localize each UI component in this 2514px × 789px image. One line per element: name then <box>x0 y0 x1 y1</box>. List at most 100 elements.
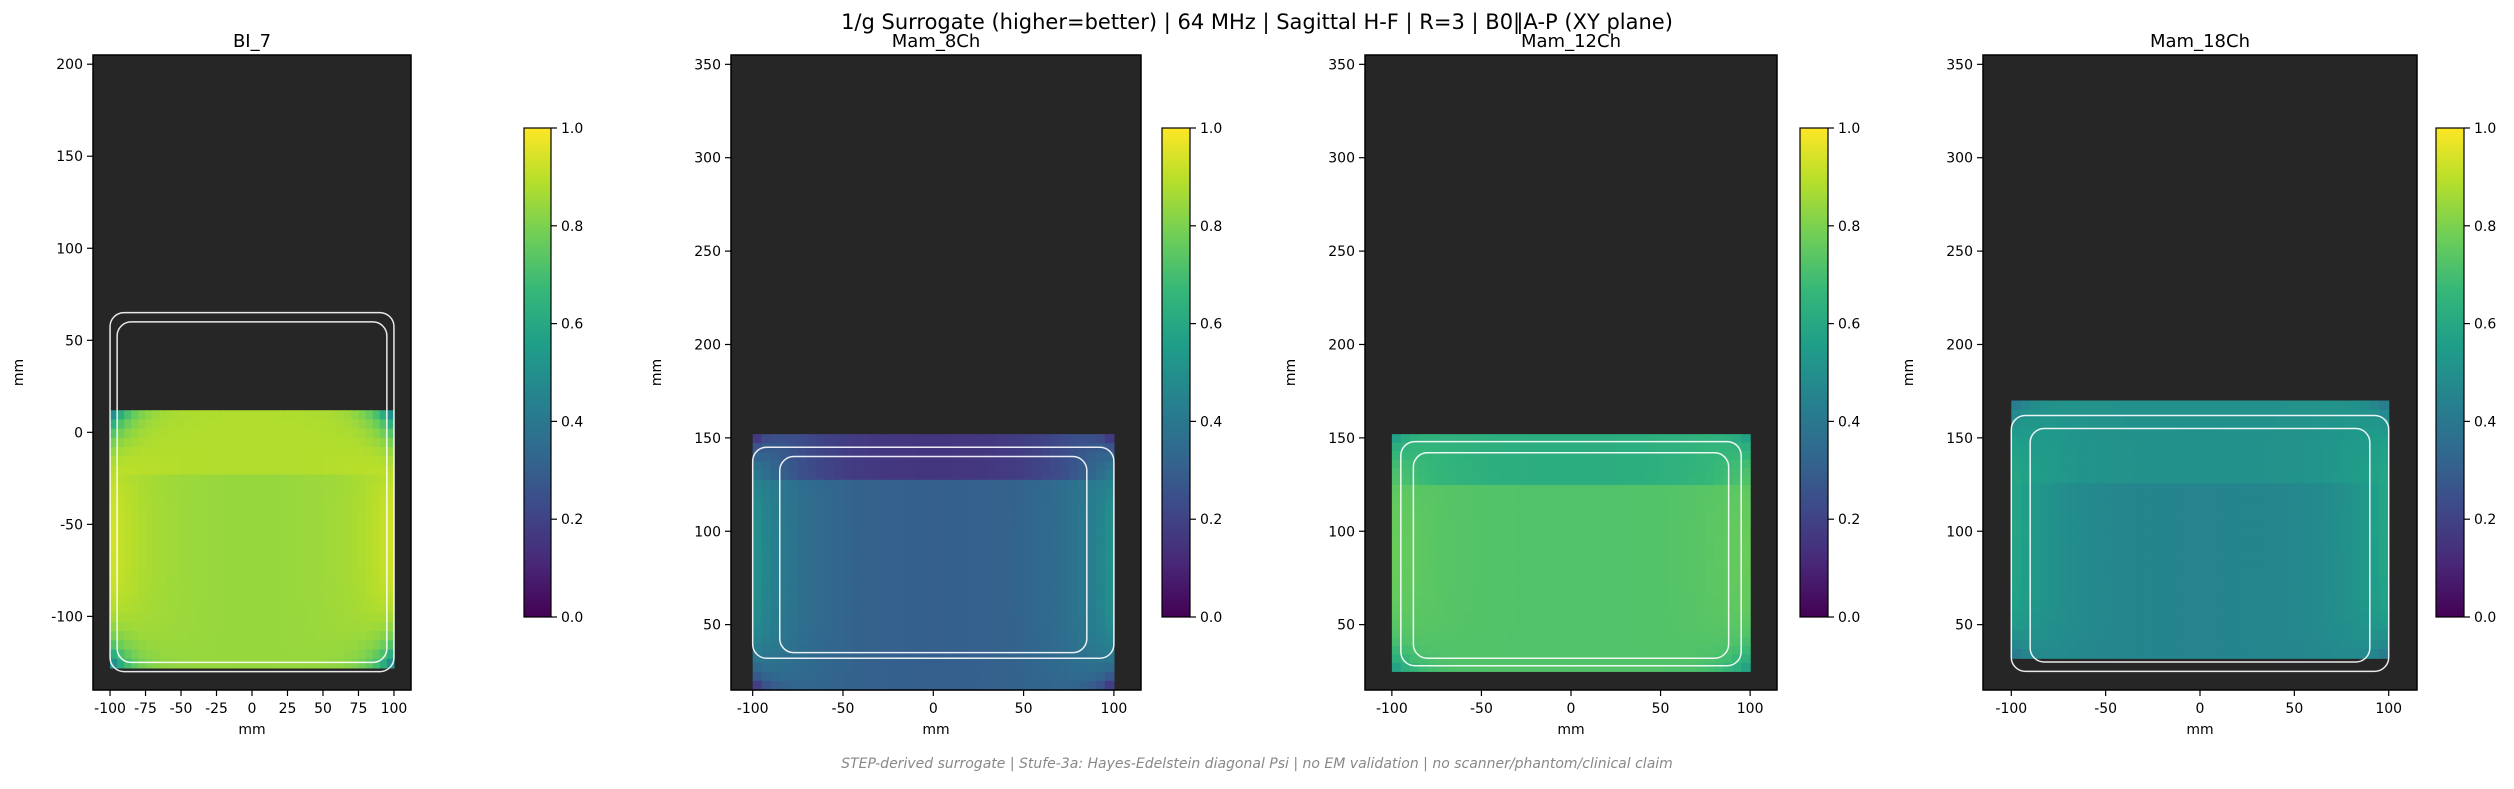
heatmap-cell <box>365 529 374 540</box>
heatmap-cell <box>2218 400 2229 411</box>
heatmap-cell <box>1068 571 1079 581</box>
heatmap-cell <box>996 680 1007 691</box>
heatmap-cell <box>2171 483 2182 494</box>
heatmap-cell <box>978 562 989 572</box>
heatmap-cell <box>1517 578 1527 588</box>
heatmap-cell <box>2190 557 2201 567</box>
heatmap-cell <box>1104 498 1115 508</box>
heatmap-cell <box>2247 557 2258 567</box>
heatmap-cell <box>308 520 317 531</box>
heatmap-cell <box>1732 603 1742 613</box>
heatmap-cell <box>1553 510 1563 520</box>
heatmap-cell <box>2124 446 2135 457</box>
heatmap-cell <box>1642 518 1653 528</box>
heatmap-cell <box>1741 662 1751 672</box>
heatmap-cell <box>1391 654 1402 664</box>
heatmap-cell <box>117 566 125 577</box>
heatmap-cell <box>806 562 817 572</box>
heatmap-cell <box>1005 543 1016 554</box>
heatmap-cell <box>173 456 182 467</box>
heatmap-cell <box>879 589 889 600</box>
heatmap-cell <box>2190 575 2201 586</box>
heatmap-cell <box>173 566 182 577</box>
heatmap-cell <box>824 552 835 563</box>
heatmap-cell <box>1427 620 1438 630</box>
heatmap-cell <box>173 447 182 457</box>
heatmap-cell <box>2152 400 2163 411</box>
heatmap-cell <box>1517 645 1527 655</box>
heatmap-cell <box>1579 595 1590 605</box>
heatmap-cell <box>806 461 817 472</box>
heatmap-cell <box>322 594 331 605</box>
heatmap-cell <box>152 483 161 494</box>
heatmap-cell <box>1095 562 1106 572</box>
heatmap-cell <box>870 616 880 627</box>
heatmap-cell <box>1669 476 1680 486</box>
heatmap-cell <box>2379 547 2390 558</box>
heatmap-cell <box>1400 569 1411 579</box>
heatmap-cell <box>1481 586 1491 596</box>
heatmap-cell <box>788 507 799 517</box>
heatmap-cell <box>2294 492 2305 503</box>
heatmap-cell <box>906 626 916 636</box>
heatmap-cell <box>797 671 808 682</box>
heatmap-cell <box>2218 529 2229 540</box>
heatmap-cell <box>2011 400 2022 411</box>
heatmap-cell <box>1095 452 1106 463</box>
heatmap-cell <box>2360 400 2371 411</box>
heatmap-cell <box>1050 671 1061 682</box>
heatmap-cell <box>237 631 246 641</box>
heatmap-cell <box>2039 557 2050 567</box>
heatmap-cell <box>1732 569 1742 579</box>
heatmap-cell <box>2152 428 2163 438</box>
heatmap-cell <box>259 502 267 513</box>
heatmap-cell <box>1005 552 1016 563</box>
heatmap-cell <box>770 616 781 627</box>
heatmap-cell <box>1732 535 1742 545</box>
heatmap-cell <box>2171 621 2182 632</box>
heatmap-cell <box>2284 621 2295 632</box>
heatmap-cell <box>1059 580 1070 591</box>
heatmap-cell <box>2077 639 2088 650</box>
heatmap-cell <box>906 598 916 609</box>
heatmap-cell <box>2369 483 2380 494</box>
heatmap-cell <box>1068 662 1079 673</box>
heatmap-cell <box>1104 461 1115 472</box>
heatmap-cell <box>833 580 844 591</box>
heatmap-cell <box>166 631 175 641</box>
heatmap-cell <box>2190 483 2201 494</box>
heatmap-cell <box>1023 443 1034 454</box>
heatmap-cell <box>1041 598 1052 609</box>
heatmap-cell <box>1687 645 1697 655</box>
heatmap-cell <box>797 552 808 563</box>
heatmap-cell <box>1624 645 1635 655</box>
heatmap-cell <box>2313 547 2324 558</box>
heatmap-cell <box>1041 543 1052 554</box>
heatmap-cell <box>244 493 253 503</box>
heatmap-cell <box>2143 510 2154 521</box>
heatmap-cell <box>1472 603 1483 613</box>
heatmap-cell <box>1023 644 1034 655</box>
heatmap-cell <box>195 493 203 503</box>
heatmap-cell <box>337 621 345 632</box>
heatmap-cell <box>2209 593 2220 604</box>
heatmap-cell <box>806 552 817 563</box>
heatmap-cell <box>1517 628 1527 639</box>
heatmap-cell <box>870 461 880 472</box>
heatmap-cell <box>861 571 871 581</box>
heatmap-cell <box>181 474 189 485</box>
heatmap-cell <box>273 575 281 586</box>
heatmap-cell <box>960 680 971 691</box>
heatmap-cell <box>2086 428 2097 438</box>
heatmap-cell <box>138 548 147 559</box>
heatmap-cell <box>138 585 147 595</box>
heatmap-cell <box>833 598 844 609</box>
heatmap-cell <box>2058 621 2069 632</box>
heatmap-cell <box>1633 468 1644 478</box>
heatmap-cell <box>237 548 246 559</box>
heatmap-cell <box>230 640 239 651</box>
heatmap-cell <box>308 465 317 476</box>
heatmap-cell <box>2143 649 2154 659</box>
heatmap-cell <box>1526 637 1536 647</box>
heatmap-cell <box>2096 621 2107 632</box>
